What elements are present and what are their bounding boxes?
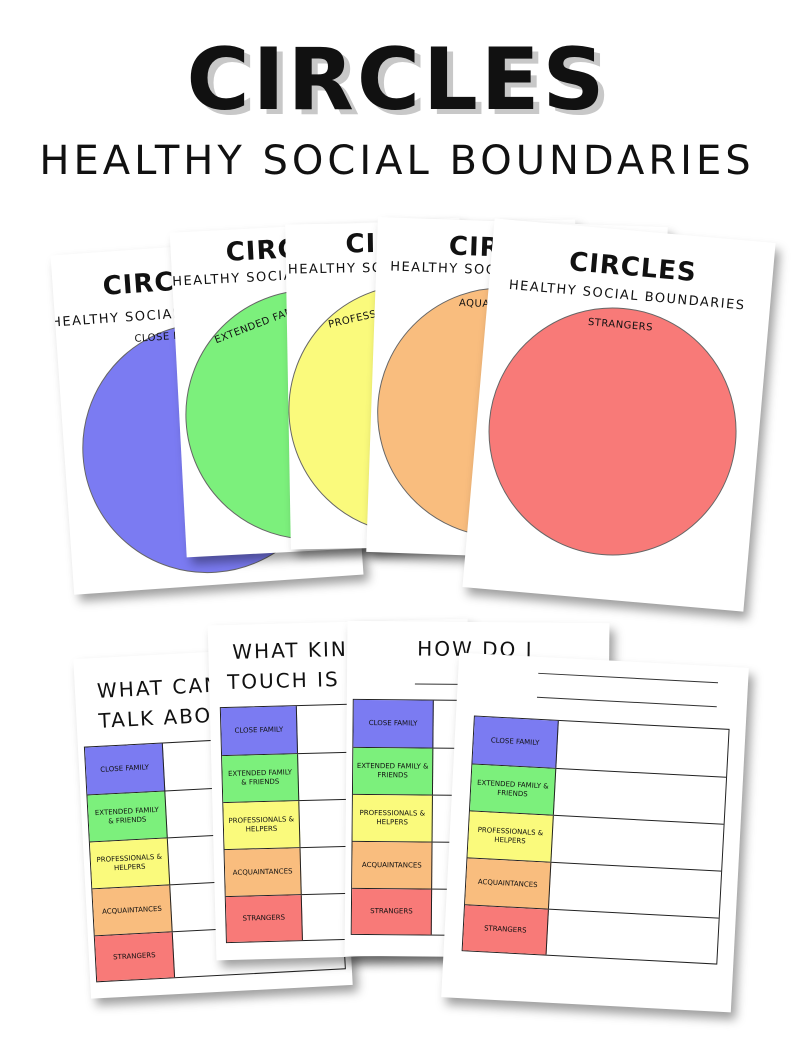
worksheet-blank: CLOSE FAMILY EXTENDED FAMILY & FRIENDS P… [441, 652, 749, 1013]
writing-line [536, 696, 717, 708]
circle-strangers [478, 297, 747, 566]
category-cell: EXTENDED FAMILY & FRIENDS [469, 764, 557, 815]
category-cell: ACQUAINTANCES [352, 841, 433, 889]
category-cell: CLOSE FAMILY [220, 706, 299, 756]
sheet-title: CIRCLES [567, 247, 698, 289]
category-cell: PROFESSIONALS & HELPERS [467, 811, 554, 862]
category-cell: STRANGERS [94, 932, 176, 982]
category-cell: STRANGERS [351, 888, 433, 935]
category-cell: STRANGERS [225, 895, 303, 943]
circle-sheet-strangers: CIRCLES HEALTHY SOCIAL BOUNDARIES STRANG… [462, 218, 776, 612]
page-title: CIRCLES [186, 30, 608, 130]
category-cell: PROFESSIONALS & HELPERS [352, 794, 433, 842]
category-cell: EXTENDED FAMILY & FRIENDS [87, 791, 168, 842]
category-cell: CLOSE FAMILY [84, 743, 166, 795]
category-cell: CLOSE FAMILY [472, 716, 559, 768]
writing-line [538, 672, 719, 684]
category-table: CLOSE FAMILY EXTENDED FAMILY & FRIENDS P… [461, 715, 730, 965]
category-cell: EXTENDED FAMILY & FRIENDS [222, 754, 300, 803]
category-cell: EXTENDED FAMILY & FRIENDS [352, 747, 434, 795]
category-cell: ACQUAINTANCES [224, 848, 302, 897]
category-cell: ACQUAINTANCES [92, 885, 173, 936]
category-cell: PROFESSIONALS & HELPERS [89, 838, 171, 889]
category-cell: PROFESSIONALS & HELPERS [223, 801, 301, 850]
page-subtitle: HEALTHY SOCIAL BOUNDARIES [39, 138, 755, 184]
category-cell: STRANGERS [462, 905, 549, 955]
category-cell: ACQUAINTANCES [465, 858, 552, 909]
category-cell: CLOSE FAMILY [353, 699, 434, 748]
